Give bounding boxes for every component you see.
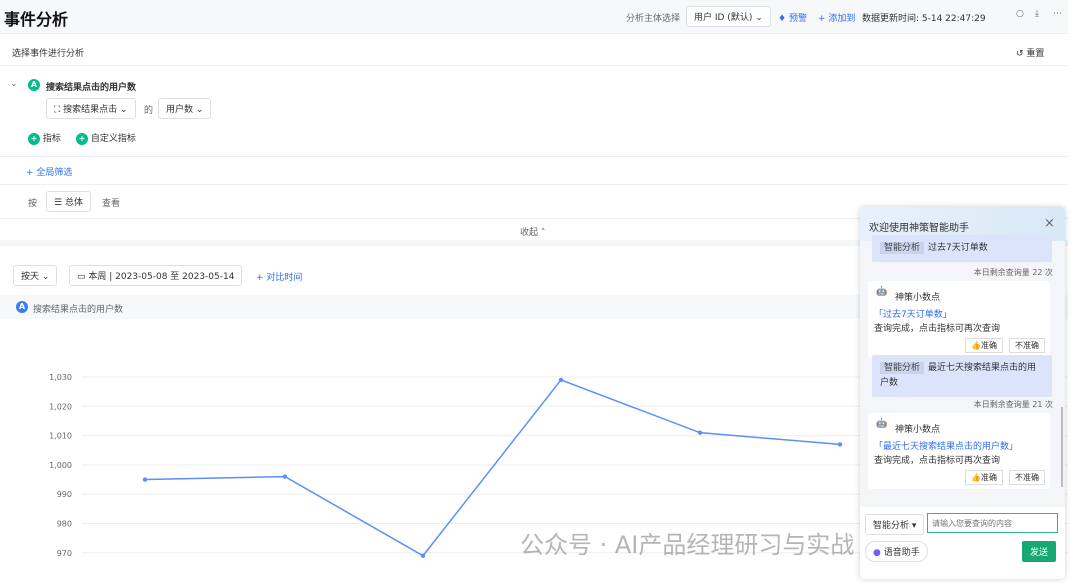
- plus-icon: +: [76, 133, 88, 145]
- subject-value: 用户 ID (默认): [694, 13, 753, 23]
- add-metric-button[interactable]: + 指标: [28, 131, 61, 145]
- bot-avatar-icon: 🤖: [876, 287, 888, 297]
- data-point: [697, 430, 703, 435]
- reset-button[interactable]: ↺ 重置: [1016, 49, 1045, 59]
- voice-assistant-button[interactable]: ● 语音助手: [865, 541, 928, 562]
- metric-link[interactable]: 「过去7天订单数」: [874, 310, 952, 320]
- user-query: 智能分析 过去7天订单数: [872, 235, 1052, 262]
- data-point: [142, 477, 148, 482]
- quota-text: 本日剩余查询量 21 次: [973, 400, 1053, 409]
- user-query: 智能分析 最近七天搜索结果点击的用户数: [872, 355, 1052, 397]
- accurate-button[interactable]: 👍准确: [965, 338, 1003, 353]
- more-icon[interactable]: ⋯: [1053, 9, 1062, 19]
- bot-name: 神策小数点: [895, 293, 941, 303]
- divider: [0, 240, 1068, 246]
- voice-icon: ●: [873, 548, 884, 558]
- date-range-picker[interactable]: ▭ 本周 | 2023-05-08 至 2023-05-14: [69, 265, 243, 286]
- watermark: 公众号 · AI产品经理研习与实战: [520, 531, 855, 559]
- bot-reply: 🤖 神策小数点 「最近七天搜索结果点击的用户数」 查询完成，点击指标可再次查询 …: [868, 413, 1050, 489]
- line-chart: 970 980 990 1,000 1,010 1,020 1,030: [49, 373, 1068, 558]
- subject-select[interactable]: 用户 ID (默认) ⌄: [686, 6, 771, 27]
- compare-time-button[interactable]: + 对比时间: [256, 273, 303, 283]
- add-to-button[interactable]: + 添加到: [818, 14, 856, 24]
- global-filter-button[interactable]: + 全局筛选: [26, 168, 73, 178]
- legend-badge: A: [16, 301, 28, 313]
- bot-reply: 🤖 神策小数点 「过去7天订单数」 查询完成，点击指标可再次查询 👍准确 不准确: [868, 281, 1050, 357]
- chevron-down-icon[interactable]: ⌄: [10, 79, 18, 89]
- accurate-button[interactable]: 👍准确: [965, 470, 1003, 485]
- mode-select[interactable]: 智能分析 ▾: [865, 514, 925, 535]
- metric-link[interactable]: 「最近七天搜索结果点击的用户数」: [874, 442, 1019, 452]
- calendar-icon: ▭: [77, 272, 89, 282]
- query-tag: 智能分析: [880, 242, 925, 254]
- metric-name[interactable]: 搜索结果点击的用户数: [46, 83, 137, 93]
- bell-icon: ♦: [778, 14, 789, 24]
- subject-label: 分析主体选择: [626, 14, 681, 24]
- query-text: 过去7天订单数: [928, 243, 988, 253]
- query-input[interactable]: [927, 513, 1058, 533]
- bot-name: 神策小数点: [895, 425, 941, 435]
- y-tick-label: 1,030: [49, 373, 72, 382]
- send-button[interactable]: 发送: [1022, 541, 1057, 562]
- measure-select[interactable]: 用户数 ⌄: [158, 98, 212, 119]
- add-custom-metric-button[interactable]: + 自定义指标: [76, 131, 136, 145]
- y-tick-label: 970: [57, 549, 72, 558]
- close-icon[interactable]: ×: [1044, 216, 1055, 231]
- y-tick-label: 1,000: [49, 461, 72, 470]
- header-bar: [0, 0, 1068, 34]
- inaccurate-button[interactable]: 不准确: [1009, 338, 1045, 353]
- collapse-button[interactable]: 收起 ˄: [520, 228, 546, 238]
- quota-text: 本日剩余查询量 22 次: [973, 268, 1053, 277]
- divider: [0, 184, 1068, 185]
- result-text: 查询完成，点击指标可再次查询: [874, 456, 1001, 466]
- update-time: 数据更新时间: 5-14 22:47:29: [862, 14, 986, 24]
- divider: [0, 65, 1068, 66]
- query-text: 最近七天搜索结果点击的用户数: [880, 363, 1037, 388]
- assistant-title: 欢迎使用神策智能助手: [869, 223, 969, 234]
- data-point: [420, 553, 426, 558]
- data-point: [282, 474, 288, 479]
- divider: [0, 218, 1068, 219]
- y-tick-label: 980: [57, 520, 72, 529]
- view-label: 查看: [102, 199, 121, 209]
- metric-badge: A: [28, 79, 40, 91]
- granularity-select[interactable]: 按天 ⌄: [13, 265, 58, 286]
- assistant-panel: 欢迎使用神策智能助手 × 智能分析 过去7天订单数 本日剩余查询量 22 次 🤖 …: [860, 207, 1065, 579]
- result-text: 查询完成，点击指标可再次查询: [874, 324, 1001, 334]
- alert-button[interactable]: ♦ 预警: [778, 14, 807, 24]
- bot-avatar-icon: 🤖: [876, 419, 888, 429]
- query-tag: 智能分析: [880, 362, 925, 374]
- page-title: 事件分析: [4, 10, 69, 29]
- refresh-icon[interactable]: ○: [1016, 9, 1024, 19]
- y-tick-label: 990: [57, 490, 72, 499]
- scrollbar[interactable]: [1061, 407, 1063, 487]
- data-point: [837, 442, 843, 447]
- divider: [0, 156, 1068, 157]
- group-select[interactable]: ☰ 总体: [46, 191, 91, 212]
- legend-label[interactable]: 搜索结果点击的用户数: [33, 305, 124, 315]
- section-title: 选择事件进行分析: [12, 49, 85, 59]
- y-tick-label: 1,020: [49, 402, 72, 411]
- download-icon[interactable]: ⤓: [1035, 9, 1039, 19]
- plus-icon: +: [28, 133, 40, 145]
- event-select[interactable]: ⛶ 搜索结果点击 ⌄: [46, 98, 136, 119]
- series-line: [144, 379, 841, 557]
- by-label: 按: [28, 199, 38, 209]
- inaccurate-button[interactable]: 不准确: [1009, 470, 1045, 485]
- data-point: [558, 377, 564, 383]
- of-label: 的: [144, 106, 154, 116]
- y-tick-label: 1,010: [49, 432, 72, 441]
